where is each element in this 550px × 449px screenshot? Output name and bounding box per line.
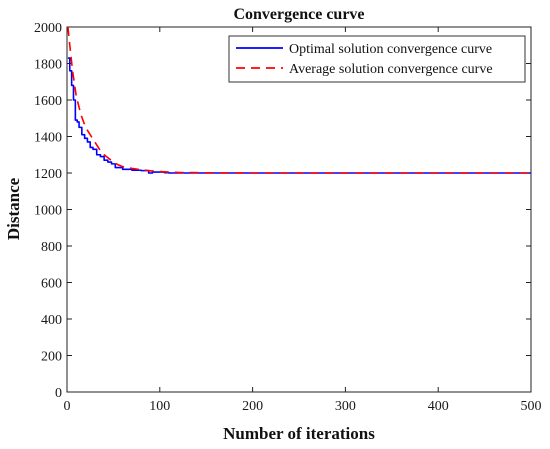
y-tick-label: 1400 xyxy=(34,131,62,146)
y-tick-label: 200 xyxy=(41,350,62,365)
legend-label-average: Average solution convergence curve xyxy=(289,62,493,77)
axis-ticks xyxy=(66,26,532,393)
y-tick-label: 600 xyxy=(41,277,62,292)
series-line-average xyxy=(67,26,531,174)
x-tick-label: 500 xyxy=(521,399,542,414)
x-tick-label: 0 xyxy=(64,399,71,414)
y-tick-label: 800 xyxy=(41,240,62,255)
y-tick-label: 400 xyxy=(41,313,62,328)
x-tick-label: 100 xyxy=(149,399,170,414)
y-tick-label: 1000 xyxy=(34,204,62,219)
y-axis-title: Distance xyxy=(4,177,23,240)
y-tick-label: 1600 xyxy=(34,94,62,109)
y-tick-label: 1800 xyxy=(34,58,62,73)
y-tick-label: 1200 xyxy=(34,167,62,182)
series-lines xyxy=(67,26,531,174)
legend-box xyxy=(228,35,526,83)
chart-title: Convergence curve xyxy=(233,6,364,23)
plot-area xyxy=(66,26,532,393)
x-axis-title: Number of iterations xyxy=(223,424,375,443)
legend: Optimal solution convergence curve Avera… xyxy=(228,35,526,83)
legend-label-optimal: Optimal solution convergence curve xyxy=(289,42,492,57)
y-tick-label: 0 xyxy=(55,386,62,401)
series-line-optimal xyxy=(67,57,531,174)
x-tick-label: 400 xyxy=(428,399,449,414)
x-tick-label: 300 xyxy=(335,399,356,414)
x-tick-label: 200 xyxy=(242,399,263,414)
axis-tick-labels: 0 100 200 300 400 500 0 200 400 600 800 1000 1200 140… xyxy=(34,21,542,414)
y-tick-label: 2000 xyxy=(34,21,62,36)
